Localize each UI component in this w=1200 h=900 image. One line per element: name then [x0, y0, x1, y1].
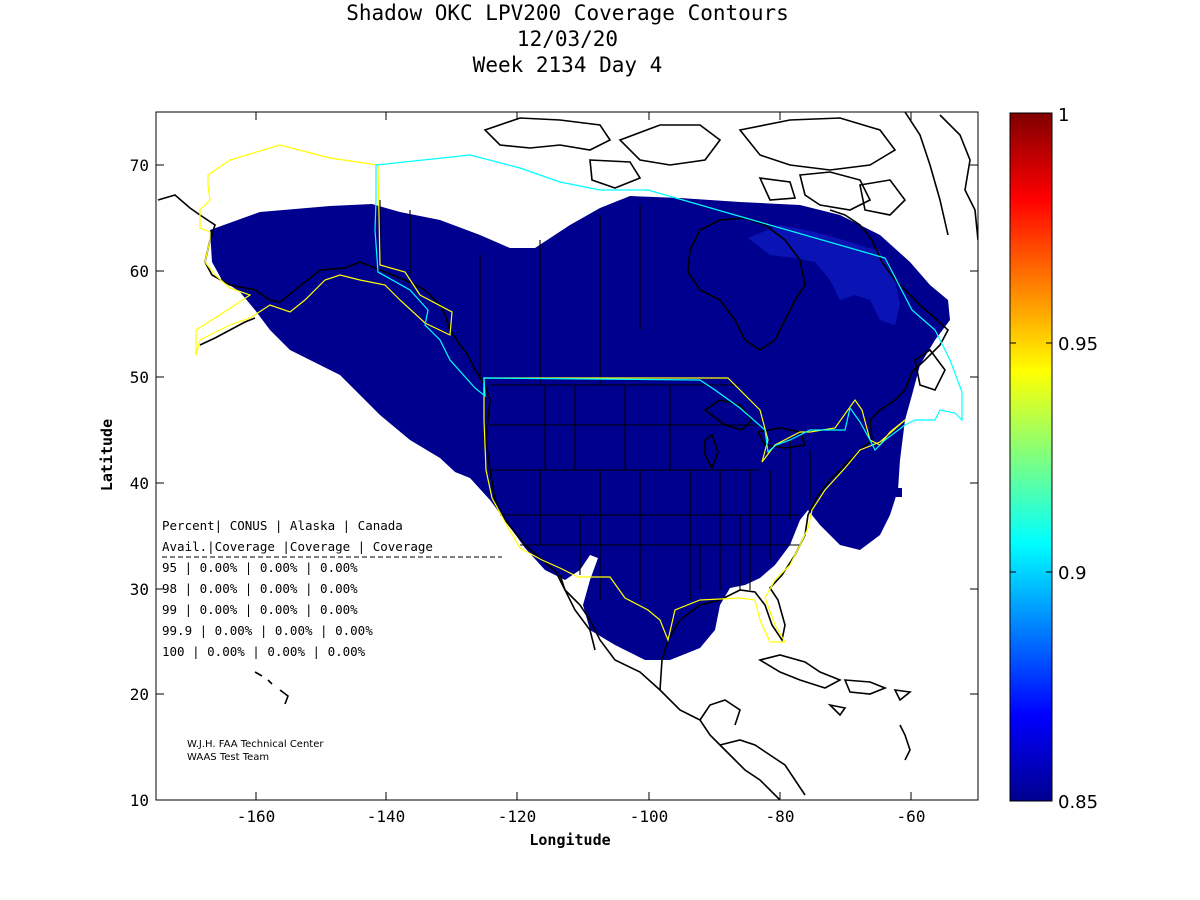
x-axis-label: Longitude	[529, 831, 610, 849]
x-tick-label: -160	[237, 807, 276, 826]
colorbar	[1009, 112, 1053, 802]
y-tick-label: 70	[130, 156, 149, 175]
colorbar-tick-label: 0.95	[1058, 334, 1098, 355]
coverage-table: Percent| CONUS | Alaska | Canada Avail.|…	[162, 518, 502, 659]
table-header: Percent| CONUS | Alaska | Canada	[162, 518, 403, 533]
y-tick-label: 10	[130, 791, 149, 810]
x-tick-label: -140	[367, 807, 406, 826]
colorbar-tick-label: 0.85	[1058, 792, 1098, 813]
y-tick-label: 30	[130, 580, 149, 599]
y-tick-label: 50	[130, 368, 149, 387]
table-row: 99.9 | 0.00% | 0.00% | 0.00%	[162, 623, 373, 638]
x-tick-label: -60	[897, 807, 926, 826]
map-title: Shadow OKC LPV200 Coverage Contours	[346, 1, 789, 25]
colorbar-tick-label: 0.9	[1058, 563, 1087, 584]
coverage-region	[210, 196, 950, 660]
credit-line: W.J.H. FAA Technical Center	[187, 739, 324, 750]
canada-boundary	[374, 154, 963, 454]
state-boundaries	[379, 200, 811, 600]
conus-boundary	[483, 377, 906, 643]
y-axis-label: Latitude	[98, 419, 116, 491]
alaska-boundary	[195, 144, 453, 356]
colorbar-tick-label: 1	[1058, 105, 1069, 126]
map-date: 12/03/20	[516, 27, 619, 51]
x-tick-label: -100	[630, 807, 669, 826]
coverage-lighter-patch	[748, 225, 900, 325]
plot-frame	[155, 111, 979, 801]
credit-line: WAAS Test Team	[187, 752, 269, 763]
axis-ticks	[156, 112, 978, 800]
x-tick-label: -120	[498, 807, 537, 826]
coastline	[157, 112, 978, 800]
y-tick-label: 20	[130, 685, 149, 704]
table-header: Avail.|Coverage |Coverage | Coverage	[162, 539, 433, 554]
table-row: 100 | 0.00% | 0.00% | 0.00%	[162, 644, 366, 659]
table-row: 99 | 0.00% | 0.00% | 0.00%	[162, 602, 358, 617]
map-week: Week 2134 Day 4	[472, 53, 663, 77]
table-row: 98 | 0.00% | 0.00% | 0.00%	[162, 581, 358, 596]
y-tick-label: 60	[130, 262, 149, 281]
y-tick-label: 40	[130, 474, 149, 493]
table-row: 95 | 0.00% | 0.00% | 0.00%	[162, 560, 358, 575]
x-tick-label: -80	[766, 807, 795, 826]
